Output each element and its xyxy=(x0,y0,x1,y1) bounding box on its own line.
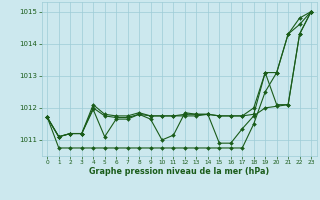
X-axis label: Graphe pression niveau de la mer (hPa): Graphe pression niveau de la mer (hPa) xyxy=(89,167,269,176)
